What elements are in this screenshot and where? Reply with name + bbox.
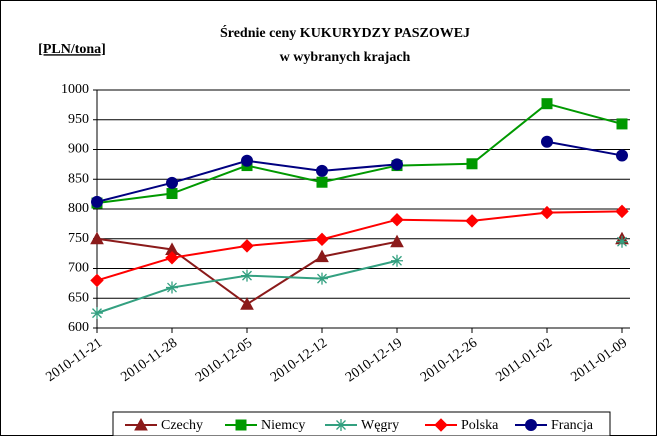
marker — [241, 154, 253, 167]
marker — [134, 417, 148, 431]
marker — [166, 281, 178, 294]
y-tick-label: 750 — [68, 231, 89, 246]
marker — [315, 232, 329, 247]
series-line — [96, 102, 623, 205]
y-tick-label: 800 — [68, 201, 89, 216]
y-axis-label: [PLN/tona] — [38, 42, 106, 57]
legend-label: Czechy — [161, 418, 203, 433]
legend-label: Polska — [461, 418, 499, 433]
marker — [240, 239, 254, 253]
marker — [391, 158, 403, 171]
marker — [615, 204, 629, 219]
y-tick-label: 900 — [68, 142, 89, 157]
marker — [335, 419, 347, 431]
y-tick-label: 1000 — [61, 82, 89, 97]
y-tick-label: 850 — [68, 171, 89, 186]
marker — [540, 205, 554, 220]
y-tick-label: 600 — [68, 320, 89, 335]
marker — [91, 307, 103, 320]
y-tick-label: 700 — [68, 261, 89, 276]
marker — [525, 419, 537, 431]
marker — [466, 158, 478, 170]
marker — [90, 273, 104, 288]
marker — [541, 135, 553, 148]
chart-title: Średnie ceny KUKURYDZY PASZOWEJ — [220, 24, 470, 41]
marker — [235, 419, 247, 431]
legend-label: Niemcy — [261, 418, 305, 433]
marker — [240, 297, 254, 310]
marker — [166, 176, 178, 189]
marker — [90, 231, 104, 245]
marker — [165, 251, 179, 265]
marker — [241, 269, 253, 282]
marker — [616, 235, 628, 248]
marker — [616, 118, 628, 130]
marker — [616, 149, 628, 162]
chart-subtitle: w wybranych krajach — [280, 50, 411, 65]
marker — [391, 254, 403, 267]
marker — [465, 214, 479, 228]
marker — [315, 249, 329, 263]
marker — [166, 188, 178, 200]
marker — [541, 98, 553, 110]
y-tick-label: 950 — [68, 112, 89, 127]
marker — [316, 164, 328, 177]
marker — [91, 195, 103, 208]
marker — [390, 234, 404, 248]
marker — [390, 213, 404, 227]
marker — [434, 418, 448, 432]
series-line — [96, 210, 623, 282]
y-tick-label: 650 — [68, 290, 89, 305]
legend-label: Francja — [551, 418, 594, 433]
marker — [316, 176, 328, 188]
marker — [316, 272, 328, 285]
legend-label: Węgry — [361, 418, 399, 433]
